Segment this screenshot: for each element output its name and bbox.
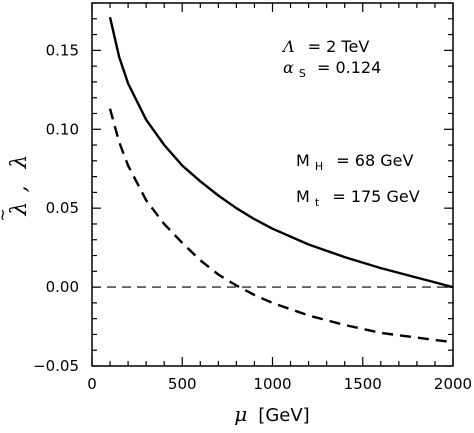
x-tick-label: 1000 <box>253 375 291 393</box>
annotation-alpha-symbol: α <box>283 58 294 77</box>
y-axis-title-second: λ <box>7 155 32 170</box>
annotation-lambda: Λ = 2 TeV <box>281 37 369 56</box>
x-axis-title-symbol: μ <box>234 402 247 426</box>
x-tick-label: 1500 <box>344 375 382 393</box>
y-tick-label: 0.05 <box>46 199 79 217</box>
series-line-dashed <box>108 108 454 344</box>
annotation-alpha-value: = 0.124 <box>317 58 381 77</box>
axis-ticks <box>91 2 454 367</box>
x-tick-label: 2000 <box>434 375 472 393</box>
y-axis-title-main: λ <box>7 202 32 217</box>
annotation-mt-sub: t <box>315 196 320 209</box>
y-axis-title: λ , λ ~ <box>0 155 32 222</box>
axis-tick-labels: 0 500 1000 1500 2000 −0.05 0.00 0.05 0.10 0.15 <box>33 41 472 393</box>
series-line-solid <box>108 16 454 289</box>
annotation-lambda-symbol: Λ <box>281 37 295 56</box>
y-tick-label: 0.00 <box>46 278 79 296</box>
svg-text:λ , λ: λ , λ <box>7 155 32 217</box>
x-axis-title: μ [GeV] <box>234 402 309 426</box>
annotation-mh: M H = 68 GeV <box>296 151 413 174</box>
annotation-mt-value: = 175 GeV <box>332 187 419 206</box>
series-group <box>108 16 454 344</box>
annotation-lambda-value: = 2 TeV <box>308 37 370 56</box>
annotation-alpha-sub: S <box>299 67 306 80</box>
y-axis-title-sep: , <box>7 186 32 193</box>
y-tick-label: 0.15 <box>46 41 79 59</box>
annotation-alpha: α S = 0.124 <box>283 58 381 81</box>
plot-frame <box>91 2 454 367</box>
annotation-mt-symbol: M <box>296 187 310 206</box>
annotation-mh-sub: H <box>315 160 323 173</box>
y-axis-title-tilde: ~ <box>0 208 12 221</box>
y-tick-label: −0.05 <box>33 357 79 375</box>
y-tick-label: 0.10 <box>46 120 79 138</box>
annotation-mh-symbol: M <box>296 151 310 170</box>
x-axis-title-unit: [GeV] <box>258 405 309 426</box>
annotation-mh-value: = 68 GeV <box>336 151 413 170</box>
x-tick-label: 0 <box>87 375 97 393</box>
x-tick-label: 500 <box>168 375 197 393</box>
annotation-mt: M t = 175 GeV <box>296 187 420 210</box>
